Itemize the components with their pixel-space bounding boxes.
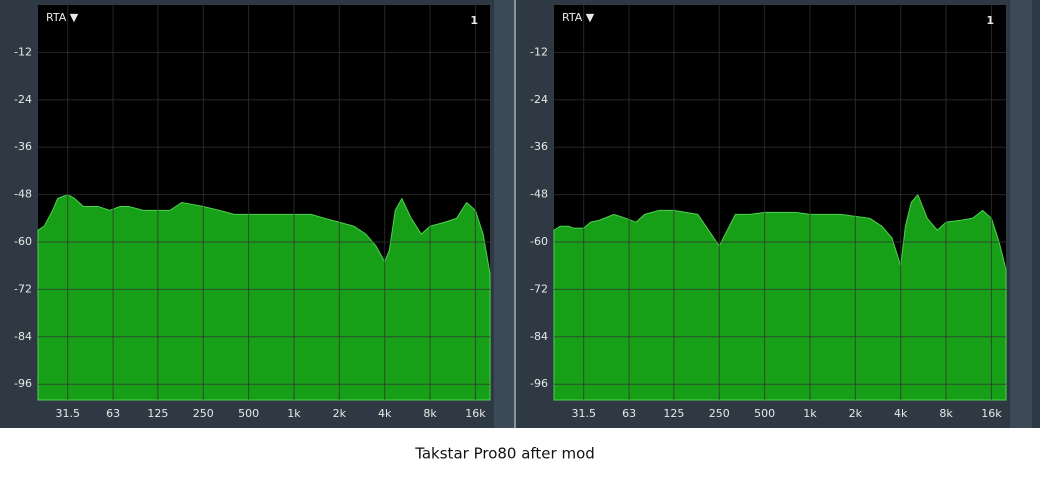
- y-tick-label: -60: [530, 235, 548, 248]
- x-tick-label: 2k: [849, 407, 863, 420]
- y-tick-label: -48: [14, 188, 32, 201]
- x-tick-label: 500: [238, 407, 259, 420]
- chart-title: RTA ▼: [46, 11, 79, 24]
- y-tick-label: -96: [14, 377, 32, 390]
- y-tick-label: -84: [14, 330, 32, 343]
- x-tick-label: 250: [709, 407, 730, 420]
- y-tick-label: -12: [530, 45, 548, 58]
- y-tick-label: -96: [530, 377, 548, 390]
- x-tick-label: 16k: [981, 407, 1002, 420]
- y-tick-label: -48: [530, 188, 548, 201]
- spectrum-area: [37, 194, 491, 401]
- x-tick-label: 31.5: [571, 407, 596, 420]
- chart-title: RTA ▼: [562, 11, 595, 24]
- y-tick-label: -72: [14, 282, 32, 295]
- x-tick-label: 31.5: [55, 407, 80, 420]
- x-tick-label: 4k: [378, 407, 392, 420]
- x-tick-label: 2k: [333, 407, 347, 420]
- y-tick-label: -72: [530, 282, 548, 295]
- x-tick-label: 63: [106, 407, 120, 420]
- y-tick-label: -60: [14, 235, 32, 248]
- channel-label: 1: [470, 14, 478, 27]
- side-strip: [494, 0, 514, 428]
- caption: Takstar Pro80 after mod: [414, 445, 595, 463]
- x-tick-label: 1k: [803, 407, 817, 420]
- x-tick-label: 250: [193, 407, 214, 420]
- y-tick-label: -24: [14, 93, 32, 106]
- x-tick-label: 63: [622, 407, 636, 420]
- x-tick-label: 4k: [894, 407, 908, 420]
- x-tick-label: 8k: [939, 407, 953, 420]
- x-tick-label: 125: [663, 407, 684, 420]
- x-tick-label: 8k: [423, 407, 437, 420]
- divider: [514, 0, 516, 428]
- side-strip: [1010, 0, 1032, 428]
- x-tick-label: 500: [754, 407, 775, 420]
- spectrum-area: [553, 193, 1007, 401]
- x-tick-label: 125: [147, 407, 168, 420]
- y-tick-label: -24: [530, 93, 548, 106]
- x-tick-label: 16k: [465, 407, 486, 420]
- channel-label: 1: [986, 14, 994, 27]
- y-tick-label: -12: [14, 45, 32, 58]
- y-tick-label: -36: [14, 140, 32, 153]
- y-tick-label: -36: [530, 140, 548, 153]
- y-tick-label: -84: [530, 330, 548, 343]
- x-tick-label: 1k: [287, 407, 301, 420]
